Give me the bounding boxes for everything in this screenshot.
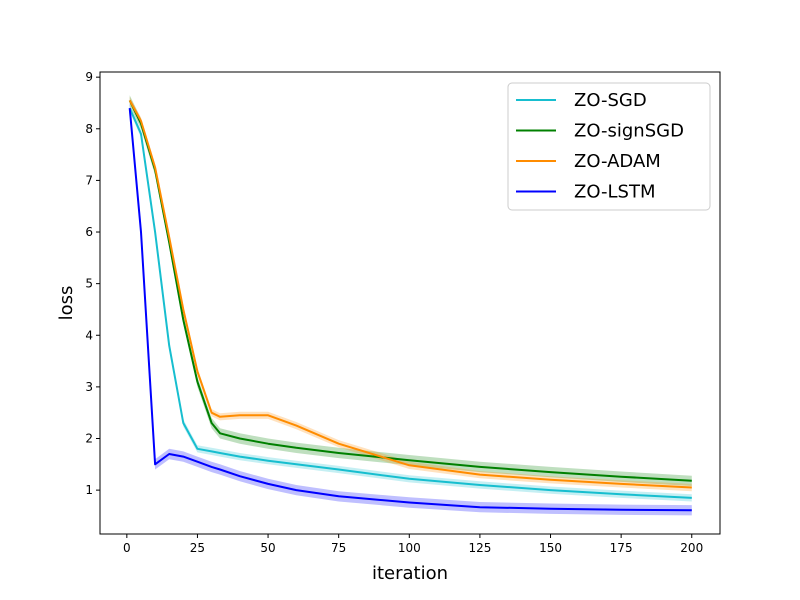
legend: ZO-SGD ZO-signSGD ZO-ADAM ZO-LSTM [507,82,711,211]
x-axis-ticks: 0 25 50 75 100 125 150 175 200 [123,534,703,555]
line-zo-sgd [128,107,692,499]
x-tick-label: 150 [539,541,562,555]
y-tick-label: 3 [85,380,93,394]
legend-label-zo-lstm: ZO-LSTM [574,182,655,203]
line-zo-adam [128,99,692,489]
x-tick-label: 200 [680,541,703,555]
y-tick-label: 1 [85,483,93,497]
legend-label-zo-adam: ZO-ADAM [574,151,661,172]
y-tick-label: 4 [85,328,93,342]
y-tick-label: 9 [85,70,93,84]
plot-frame [99,71,721,535]
y-axis-ticks: 1 2 3 4 5 6 7 8 9 [85,70,100,497]
y-tick-label: 2 [85,432,93,446]
y-tick-label: 5 [85,277,93,291]
y-tick-label: 6 [85,225,93,239]
y-tick-label: 7 [85,173,93,187]
y-axis-label: loss [56,286,77,321]
x-tick-label: 100 [398,541,421,555]
line-zo-lstm [128,108,692,512]
x-tick-label: 50 [260,541,275,555]
legend-box [507,82,711,211]
y-tick-label: 8 [85,122,93,136]
x-tick-label: 25 [190,541,205,555]
x-tick-label: 175 [610,541,633,555]
x-axis-label: iteration [372,563,448,584]
x-tick-label: 0 [123,541,131,555]
series-lines [128,99,692,512]
legend-label-zo-signsgd: ZO-signSGD [574,121,684,142]
legend-label-zo-sgd: ZO-SGD [574,90,647,111]
x-tick-label: 75 [331,541,346,555]
x-tick-label: 125 [468,541,491,555]
